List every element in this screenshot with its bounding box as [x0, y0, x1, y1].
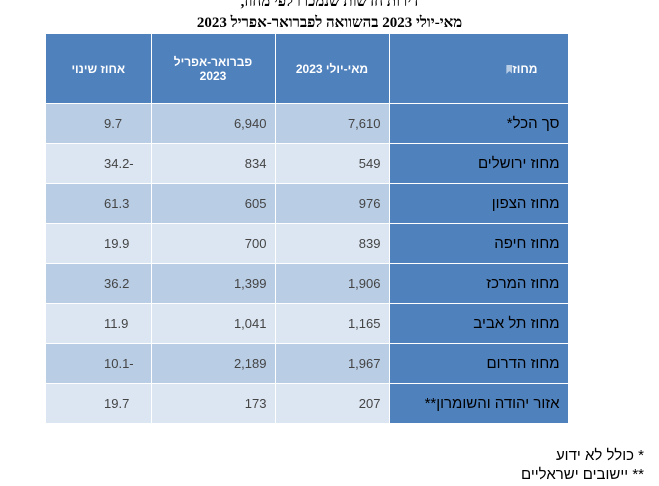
table-row: 36.2 1,399 1,906 מחוז המרכז [46, 263, 569, 304]
cell-pct: 19.7 [46, 383, 152, 424]
cell-region: סך הכל* [389, 103, 569, 144]
table-row: 19.9 700 839 מחוז חיפה [46, 223, 569, 264]
cell-pct: 36.2 [46, 263, 152, 304]
cell-may-jul: 1,967 [275, 343, 390, 384]
cell-feb-apr: 834 [151, 143, 276, 184]
cell-may-jul: 1,165 [275, 303, 390, 344]
header-may-jul: מאי-יולי 2023 [275, 34, 390, 104]
header-feb-apr: פברואר-אפריל 2023 [151, 34, 276, 104]
header-pct-change: אחוז שינוי [46, 34, 152, 104]
cell-pct: 34.2- [46, 143, 152, 184]
cell-region: אזור יהודה והשומרון** [389, 383, 569, 424]
cell-may-jul: 1,906 [275, 263, 390, 304]
cell-feb-apr: 6,940 [151, 103, 276, 144]
title-line-2: מאי-יולי 2023 בהשוואה לפברואר-אפריל 2023 [196, 15, 463, 31]
cell-pct: 10.1- [46, 343, 152, 384]
table-row: 9.7 6,940 7,610 סך הכל* [46, 103, 569, 144]
cell-may-jul: 207 [275, 383, 390, 424]
cell-feb-apr: 2,189 [151, 343, 276, 384]
cell-may-jul: 549 [275, 143, 390, 184]
cell-may-jul: 976 [275, 183, 390, 224]
table-row: 10.1- 2,189 1,967 מחוז הדרום [46, 343, 569, 384]
cell-pct: 19.9 [46, 223, 152, 264]
cell-feb-apr: 700 [151, 223, 276, 264]
footnote-settlements: ** יישובים ישראליים [521, 466, 644, 483]
table-row: 34.2- 834 549 מחוז ירושלים [46, 143, 569, 184]
cell-region: מחוז המרכז [389, 263, 569, 304]
cell-feb-apr: 1,041 [151, 303, 276, 344]
cell-feb-apr: 1,399 [151, 263, 276, 304]
header-region: מחוז [389, 34, 569, 104]
cell-pct: 61.3 [46, 183, 152, 224]
table-header-row: אחוז שינוי פברואר-אפריל 2023 מאי-יולי 20… [46, 34, 569, 104]
cell-region: מחוז הצפון [389, 183, 569, 224]
table-row: 11.9 1,041 1,165 מחוז תל אביב [46, 303, 569, 344]
footnote-unknown: * כולל לא ידוע [555, 447, 644, 464]
cell-feb-apr: 173 [151, 383, 276, 424]
cell-region: מחוז חיפה [389, 223, 569, 264]
header-region-label: מחוז [512, 61, 538, 76]
title-line-1: דירות חדשות שנמכרו לפי מחוז, [240, 0, 419, 10]
cell-pct: 11.9 [46, 303, 152, 344]
sales-table: אחוז שינוי פברואר-אפריל 2023 מאי-יולי 20… [46, 34, 569, 424]
cell-feb-apr: 605 [151, 183, 276, 224]
cell-region: מחוז ירושלים [389, 143, 569, 184]
table-row: 19.7 173 207 אזור יהודה והשומרון** [46, 383, 569, 424]
cell-may-jul: 839 [275, 223, 390, 264]
cell-region: מחוז תל אביב [389, 303, 569, 344]
cell-region: מחוז הדרום [389, 343, 569, 384]
bookmark-icon [506, 64, 513, 74]
cell-pct: 9.7 [46, 103, 152, 144]
table-row: 61.3 605 976 מחוז הצפון [46, 183, 569, 224]
footnotes: * כולל לא ידוע ** יישובים ישראליים [521, 446, 644, 484]
cell-may-jul: 7,610 [275, 103, 390, 144]
